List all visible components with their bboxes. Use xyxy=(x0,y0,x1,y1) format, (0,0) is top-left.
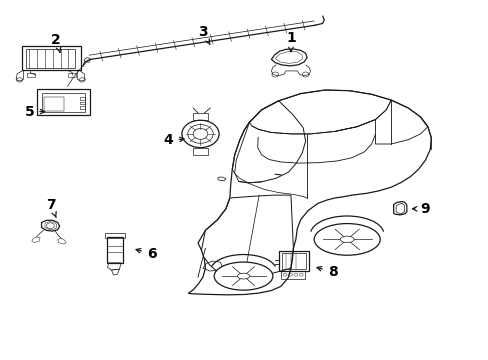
Text: 9: 9 xyxy=(412,202,429,216)
Text: 3: 3 xyxy=(198,26,210,45)
Ellipse shape xyxy=(340,236,353,243)
Text: 2: 2 xyxy=(51,33,61,52)
Text: 1: 1 xyxy=(285,31,295,51)
Text: 8: 8 xyxy=(316,265,337,279)
Ellipse shape xyxy=(214,262,272,290)
Text: 5: 5 xyxy=(24,105,44,118)
Text: 6: 6 xyxy=(136,247,156,261)
Ellipse shape xyxy=(237,273,249,279)
Text: 7: 7 xyxy=(46,198,56,217)
Ellipse shape xyxy=(313,224,380,255)
Text: 4: 4 xyxy=(163,134,184,147)
